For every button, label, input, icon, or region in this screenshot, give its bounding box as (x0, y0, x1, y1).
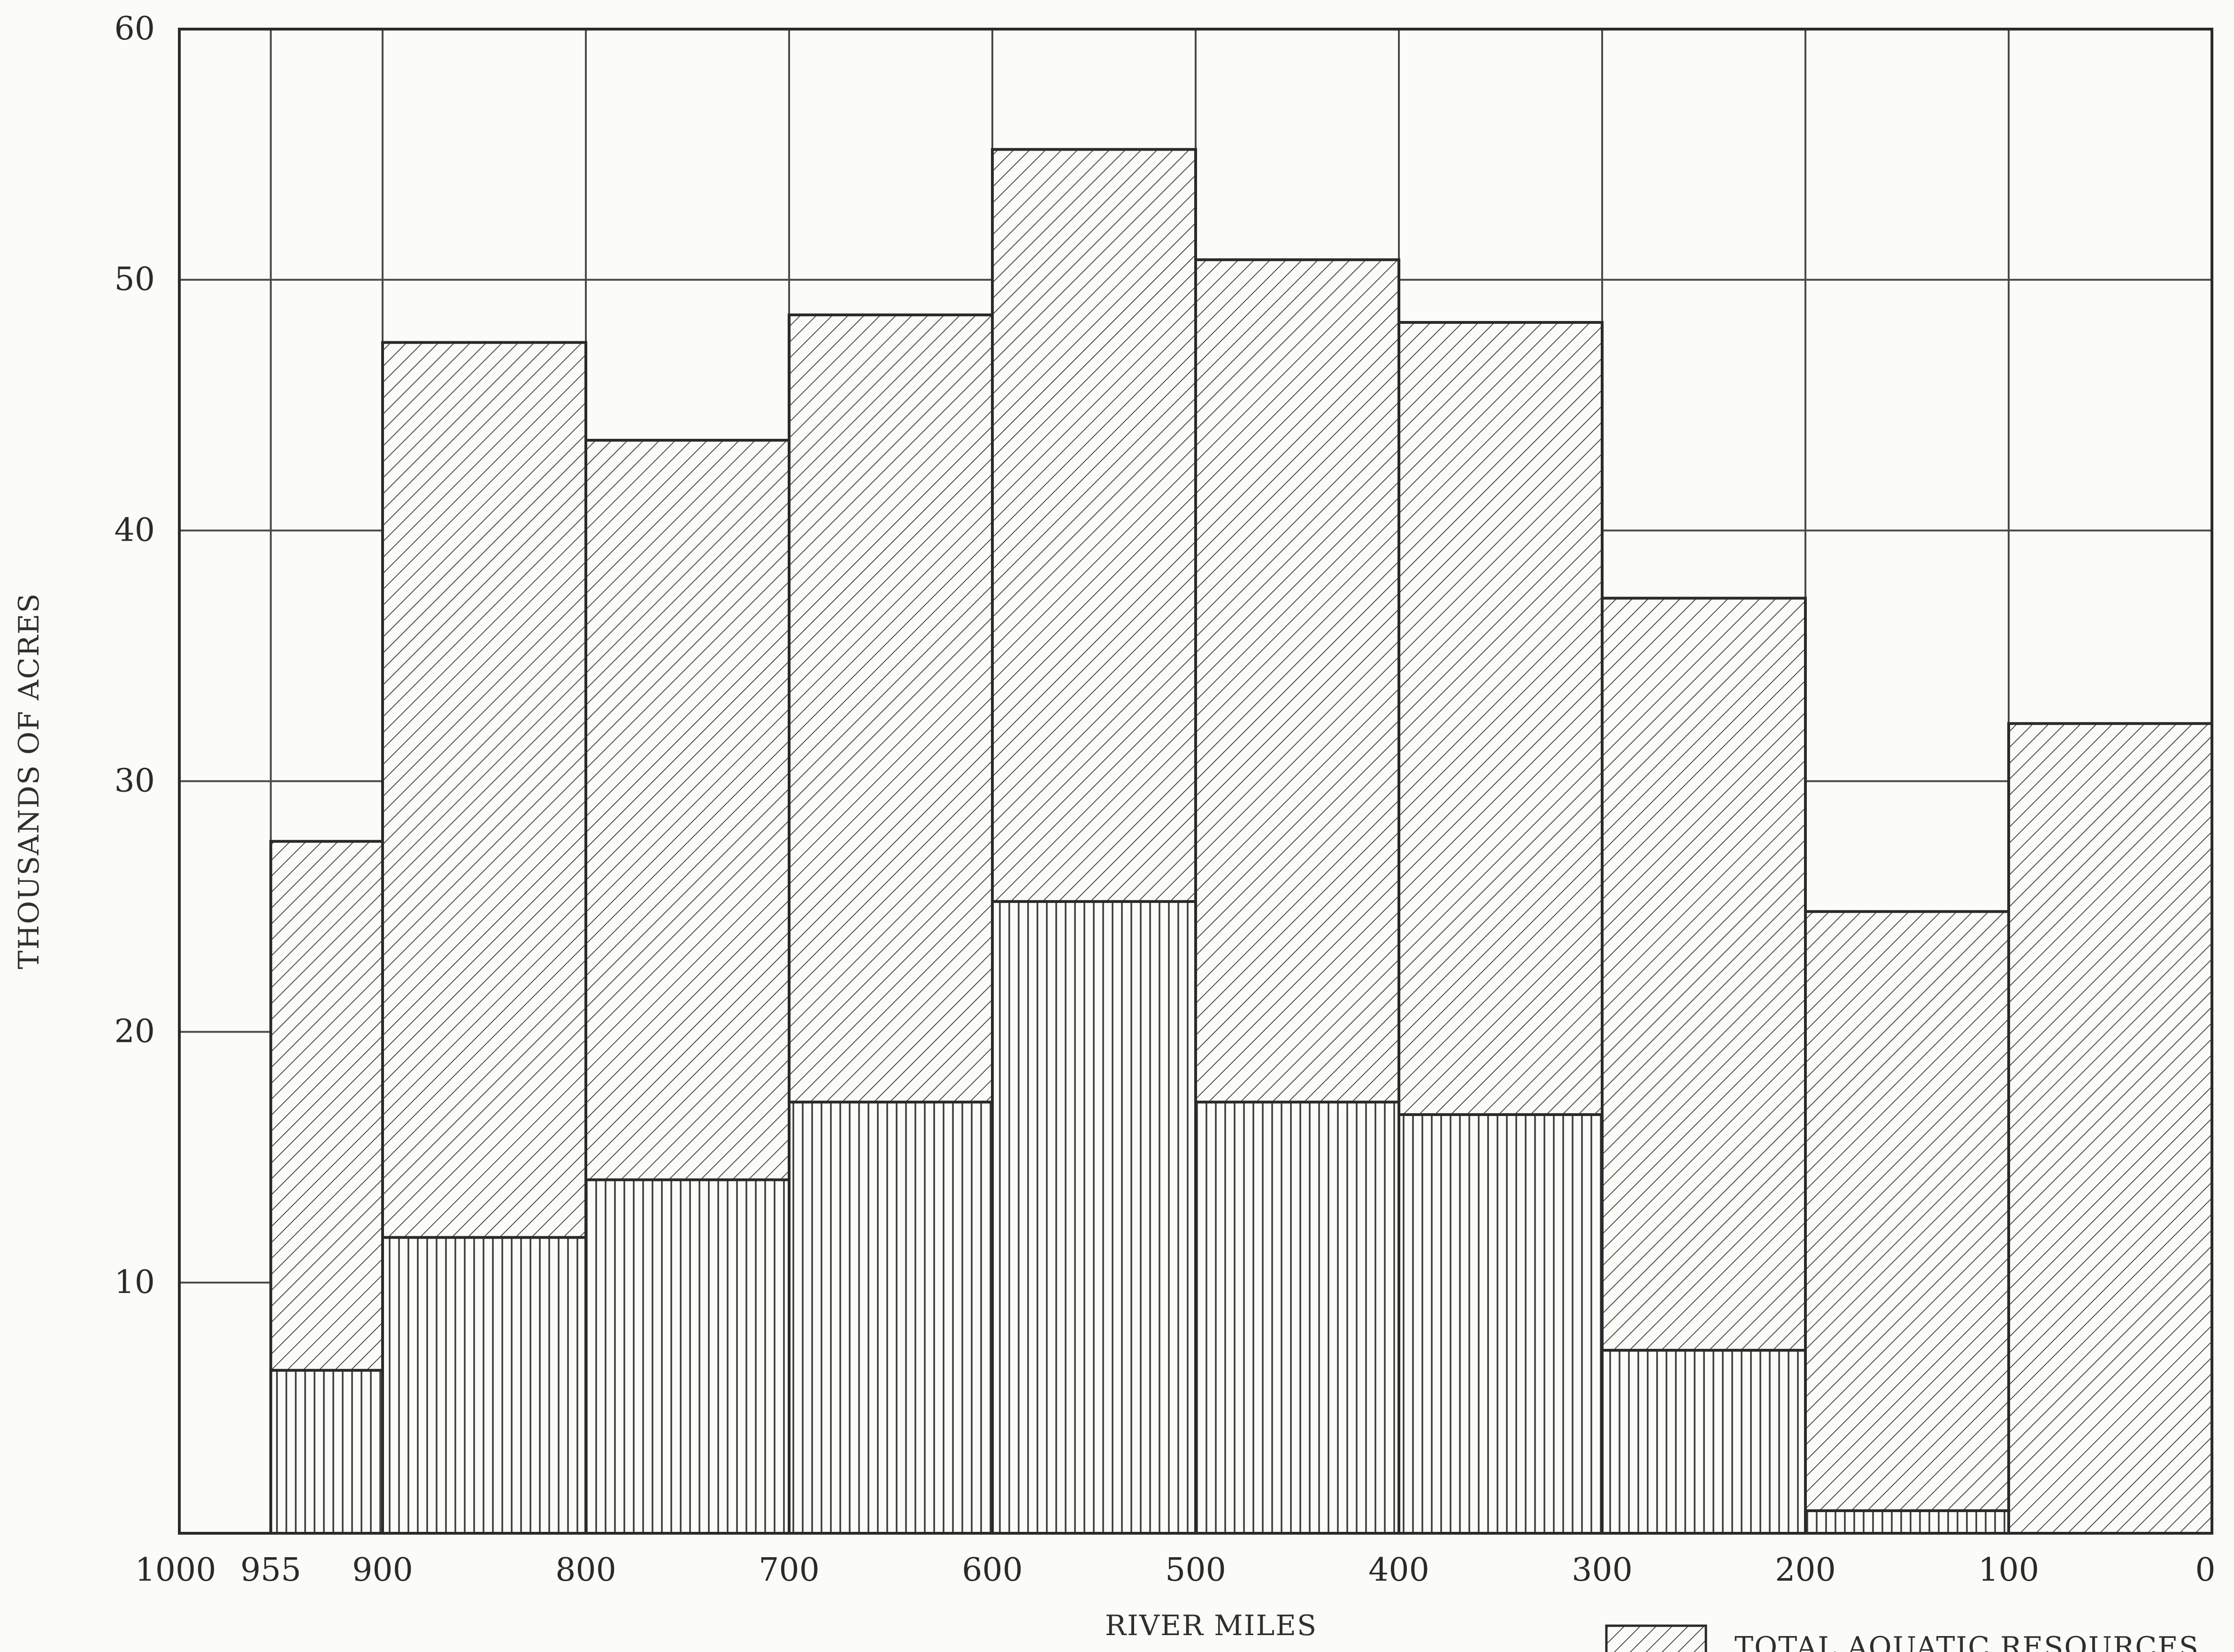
bar-total-200-100 (1804, 910, 2010, 1535)
plot-frame (178, 28, 2213, 1535)
bar-sub-400-300 (1397, 1113, 1604, 1535)
x-tick-label: 955 (240, 1552, 301, 1589)
bar-sub-700-600 (788, 1101, 994, 1535)
x-tick-label: 200 (1775, 1552, 1836, 1589)
bar-sub-600-500 (991, 900, 1197, 1535)
y-tick-label: 10 (114, 1264, 155, 1301)
x-tick-label: 500 (1165, 1552, 1226, 1589)
x-tick-label: 700 (759, 1552, 820, 1589)
x-tick-label: 300 (1572, 1552, 1633, 1589)
x-tick-label: 900 (352, 1552, 413, 1589)
x-tick-label: 1000 (135, 1552, 216, 1589)
bar-sub-500-400 (1194, 1101, 1400, 1535)
x-axis-title: RIVER MILES (1105, 1609, 1317, 1642)
legend-label: TOTAL AQUATIC RESOURCES (1735, 1631, 2199, 1652)
sub-bars (269, 900, 2010, 1535)
y-tick-label: 50 (114, 261, 155, 298)
y-axis-title: THOUSANDS OF ACRES (13, 593, 46, 970)
y-tick-label: 30 (114, 763, 155, 800)
x-tick-label: 600 (962, 1552, 1023, 1589)
y-tick-label: 40 (114, 512, 155, 549)
x-tick-labels: 1000 955 900 800 700 600 500 400 300 200 100 0 (135, 1552, 2215, 1589)
legend: TOTAL AQUATIC RESOURCES (1605, 1624, 2199, 1652)
legend-swatch (1605, 1624, 1707, 1652)
bar-sub-800-700 (584, 1178, 791, 1535)
x-tick-label: 400 (1368, 1552, 1429, 1589)
y-tick-labels: 10 20 30 40 50 60 (114, 10, 155, 1301)
bar-sub-300-200 (1601, 1349, 1807, 1535)
x-tick-label: 100 (1978, 1552, 2039, 1589)
y-tick-label: 20 (114, 1013, 155, 1050)
bar-sub-900-800 (381, 1236, 587, 1535)
bar-sub-200-100 (1804, 1509, 2010, 1535)
x-tick-label: 800 (555, 1552, 616, 1589)
bar-total-100-0 (2007, 722, 2213, 1535)
axes-frame (178, 28, 2213, 1535)
bar-sub-955-900 (269, 1369, 384, 1535)
x-tick-label: 0 (2195, 1552, 2215, 1589)
y-tick-label: 60 (114, 10, 155, 47)
